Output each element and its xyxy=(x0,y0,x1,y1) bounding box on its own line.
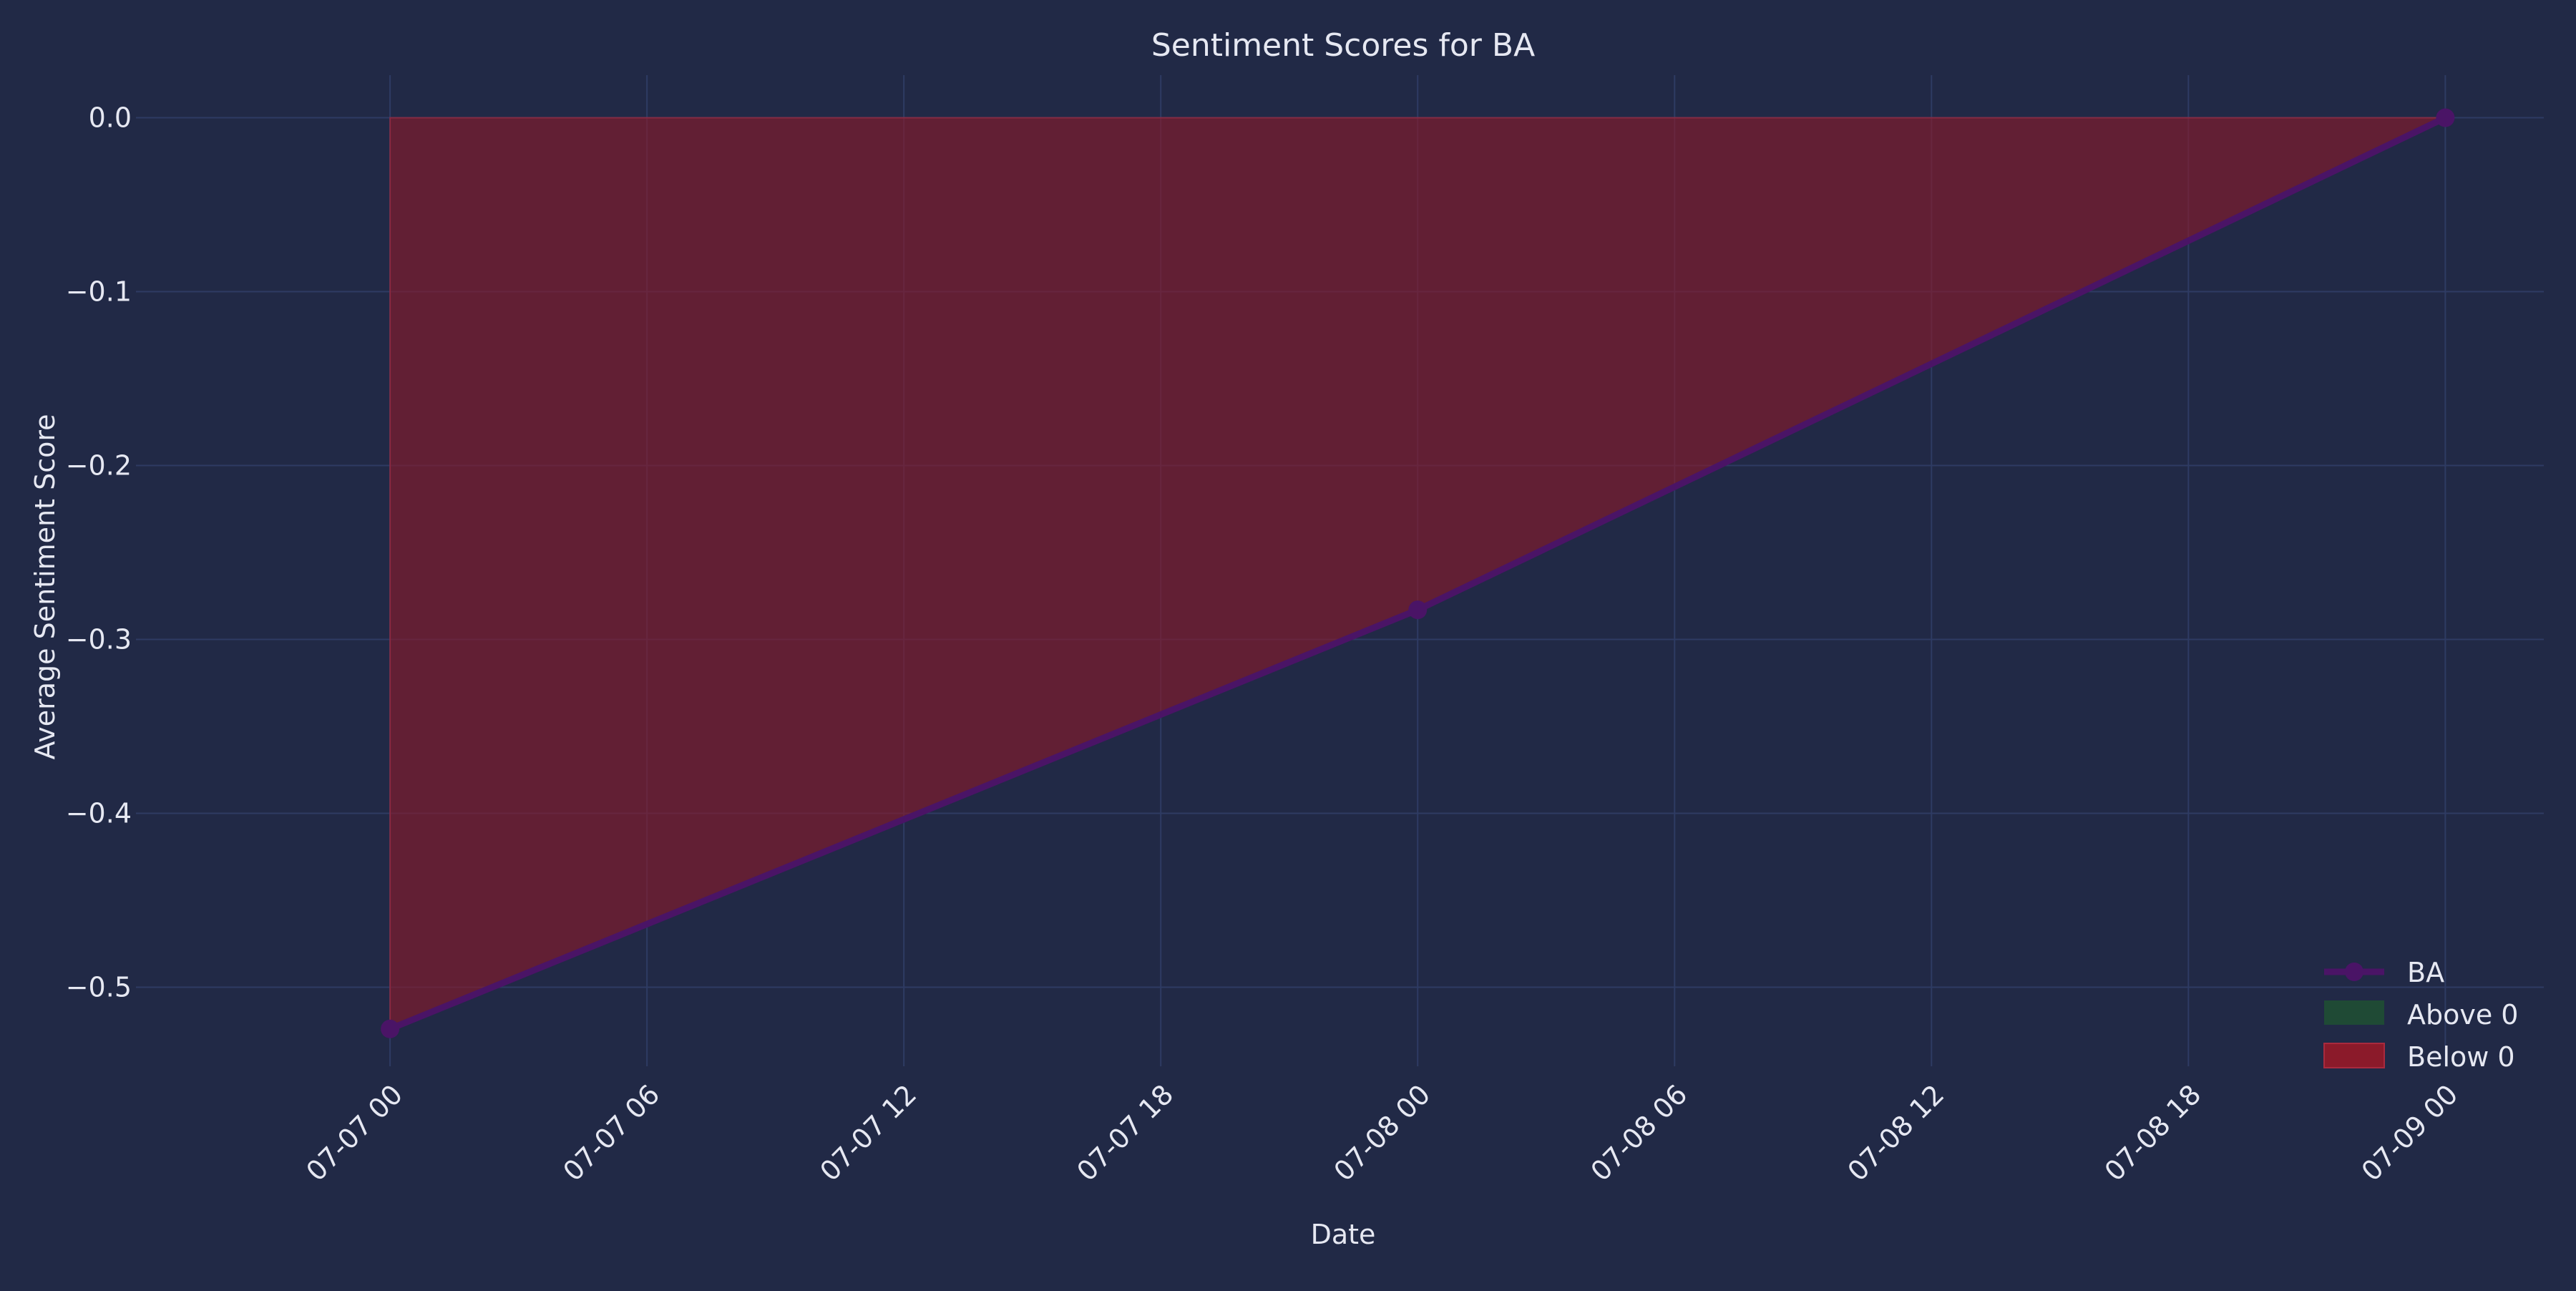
legend-label-ba: BA xyxy=(2407,957,2444,988)
y-axis-ticks: 0.0 −0.1 −0.2 −0.3 −0.4 −0.5 xyxy=(66,102,132,1003)
legend: BA Above 0 Below 0 xyxy=(2323,957,2519,1073)
y-tick-label: −0.2 xyxy=(66,449,132,481)
y-tick-label: −0.4 xyxy=(66,797,132,829)
series xyxy=(381,108,2455,1038)
data-point xyxy=(2436,108,2455,127)
chart-title: Sentiment Scores for BA xyxy=(1151,27,1535,64)
x-axis-label: Date xyxy=(1311,1219,1376,1250)
data-point xyxy=(381,1019,400,1038)
y-tick-label: −0.5 xyxy=(66,971,132,1003)
y-tick-label: −0.3 xyxy=(66,623,132,655)
legend-below-swatch xyxy=(2323,1043,2385,1068)
legend-item-ba: BA xyxy=(2324,957,2444,988)
y-axis-label: Average Sentiment Score xyxy=(29,414,61,759)
data-point xyxy=(1408,600,1428,620)
legend-item-below: Below 0 xyxy=(2323,1041,2515,1073)
legend-item-above: Above 0 xyxy=(2324,999,2519,1031)
y-tick-label: 0.0 xyxy=(89,102,132,134)
legend-marker-swatch xyxy=(2345,963,2363,981)
legend-above-swatch xyxy=(2324,1000,2384,1025)
legend-label-below: Below 0 xyxy=(2407,1041,2515,1073)
legend-label-above: Above 0 xyxy=(2407,999,2519,1031)
y-tick-label: −0.1 xyxy=(66,276,132,308)
